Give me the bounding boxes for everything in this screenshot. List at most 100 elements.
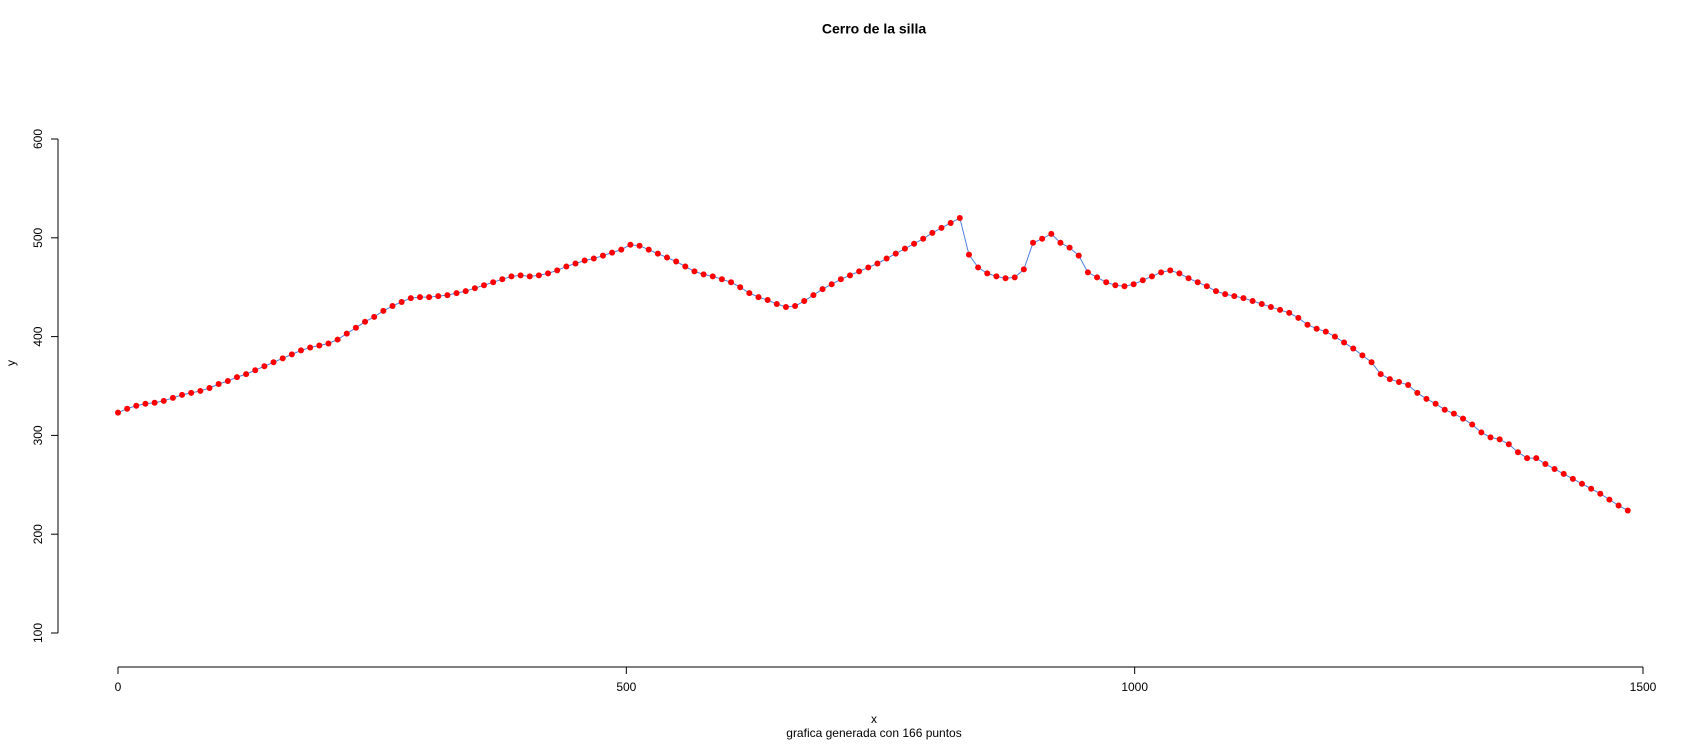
y-tick-label: 500	[31, 227, 45, 247]
point	[416, 294, 423, 301]
point	[243, 371, 250, 378]
point	[1441, 406, 1448, 413]
point	[1615, 502, 1622, 509]
point	[188, 389, 195, 396]
point	[1185, 275, 1192, 282]
point	[1158, 269, 1165, 276]
point	[325, 340, 332, 347]
point	[1331, 333, 1338, 340]
y-tick-label: 300	[31, 425, 45, 445]
point	[956, 215, 963, 222]
point	[343, 330, 350, 337]
y-tick-label: 400	[31, 326, 45, 346]
point	[965, 251, 972, 258]
point	[920, 235, 927, 242]
point	[782, 303, 789, 310]
point	[1450, 410, 1457, 417]
point	[1368, 359, 1375, 366]
point	[133, 402, 140, 409]
point	[847, 272, 853, 279]
point	[1148, 273, 1155, 280]
point	[206, 384, 213, 391]
point	[709, 273, 716, 280]
point	[673, 258, 680, 265]
y-tick-label: 100	[31, 623, 45, 643]
point	[371, 313, 378, 320]
x-tick-label: 1500	[1630, 680, 1657, 694]
y-tick-label: 200	[31, 524, 45, 544]
point	[700, 271, 707, 278]
point	[481, 282, 487, 289]
point	[535, 272, 542, 279]
point	[892, 250, 899, 257]
point	[1533, 455, 1540, 462]
point	[581, 257, 588, 264]
point	[1551, 465, 1558, 472]
point	[938, 224, 945, 231]
point	[1267, 303, 1274, 310]
point	[590, 255, 597, 262]
point	[929, 229, 936, 236]
point	[453, 290, 460, 297]
point	[435, 293, 442, 300]
point	[224, 378, 231, 385]
point	[160, 397, 167, 404]
point	[1478, 429, 1485, 436]
point	[1624, 507, 1631, 514]
chart-title: Cerro de la silla	[822, 21, 926, 37]
point	[654, 250, 661, 257]
point	[1213, 288, 1219, 295]
point	[563, 263, 570, 270]
point	[947, 219, 954, 226]
point	[1569, 475, 1576, 482]
point	[1112, 282, 1119, 289]
point	[270, 359, 277, 366]
point	[1386, 376, 1393, 383]
point	[197, 387, 204, 394]
point	[1139, 277, 1146, 284]
point	[1377, 371, 1384, 378]
point	[599, 252, 606, 259]
point	[490, 279, 497, 286]
point	[1460, 415, 1467, 422]
point	[1258, 300, 1265, 307]
point	[1524, 455, 1531, 462]
point	[728, 279, 735, 286]
point	[1030, 239, 1036, 246]
point	[288, 351, 295, 358]
point	[1597, 490, 1604, 497]
point	[874, 260, 881, 267]
point	[1020, 266, 1027, 273]
point	[1350, 345, 1357, 352]
point	[1396, 379, 1402, 386]
point	[609, 249, 616, 256]
point	[627, 241, 634, 248]
point	[1505, 441, 1512, 448]
point	[1542, 461, 1549, 468]
point	[993, 273, 1000, 280]
point	[334, 336, 341, 343]
point	[554, 267, 561, 274]
point	[1579, 480, 1585, 487]
point	[1286, 309, 1293, 316]
y-axis-label: y	[4, 360, 18, 366]
point	[691, 268, 698, 275]
point	[316, 342, 323, 349]
point	[1176, 270, 1183, 277]
point	[1322, 328, 1329, 335]
point	[1103, 279, 1110, 286]
point	[151, 399, 158, 406]
line	[117, 217, 1628, 511]
point	[462, 288, 469, 295]
point	[664, 254, 670, 261]
point	[526, 273, 533, 280]
point	[645, 246, 652, 253]
point	[389, 302, 396, 309]
point	[1496, 436, 1503, 443]
point	[865, 264, 872, 271]
point	[471, 285, 478, 292]
point	[279, 355, 286, 362]
point	[1487, 434, 1494, 441]
point	[1167, 267, 1174, 274]
